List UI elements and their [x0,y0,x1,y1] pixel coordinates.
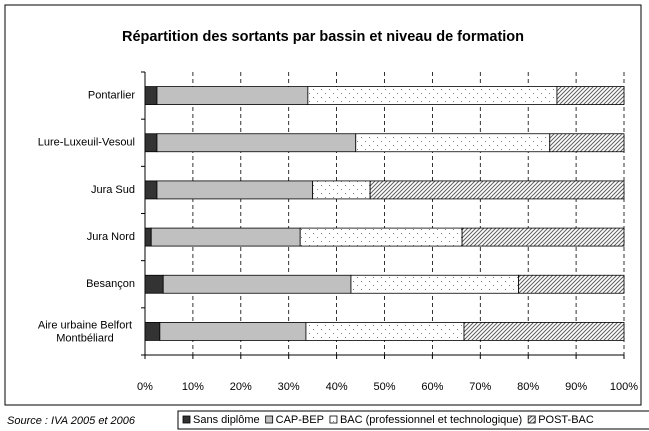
x-tick-label: 80% [517,381,539,393]
source-note: Source : IVA 2005 et 2006 [7,415,136,427]
bar-segment [156,180,314,200]
bar-segment [150,227,301,247]
bar-segment [144,86,158,105]
x-tick-label: 100% [610,381,638,393]
bar-segment [369,180,625,200]
y-tick-label: Lure-Luxeuil-Vesoul [38,137,135,149]
bar-segment [461,227,625,247]
legend-swatch [265,415,274,424]
x-tick-label: 70% [469,381,491,393]
bar-segment [350,274,520,294]
x-tick-label: 90% [565,381,587,393]
bar-segment [156,133,357,153]
y-tick-label: Pontarlier [88,89,135,101]
bar-segment [144,133,158,153]
chart-title: Répartition des sortants par bassin et n… [122,29,524,45]
y-tick-label: Jura Nord [87,231,135,243]
bar-segment [299,227,463,247]
x-tick-label: 30% [278,381,300,393]
x-tick-label: 40% [326,381,348,393]
x-tick-label: 20% [230,381,252,393]
bar-segment [144,322,161,341]
legend-label: BAC (professionnel et technologique) [340,414,522,426]
y-tick-label: Aire urbaine Belfort Montbéliard [38,319,132,344]
bar-segment [518,274,625,294]
legend-swatch [527,415,536,424]
bar-segment [307,86,558,105]
bar-segment [159,322,307,341]
legend-box [177,410,649,430]
bar-segment [162,274,352,294]
legend-swatch [182,415,191,424]
x-tick-label: 50% [373,381,395,393]
legend-label: CAP-BEP [276,414,324,426]
bar-segment [144,227,152,247]
legend-swatch [329,415,338,424]
y-tick-label: Jura Sud [91,184,135,196]
bar-segment [312,180,371,200]
x-tick-label: 60% [421,381,443,393]
bar-segment [144,180,158,200]
legend-label: Sans diplôme [193,414,260,426]
bar-segment [144,274,164,294]
bar-segment [556,86,625,105]
bar-segment [355,133,551,153]
legend-label: POST-BAC [538,414,594,426]
bar-segment [549,133,625,153]
x-tick-label: 10% [182,381,204,393]
bar-segment [305,322,465,341]
chart-frame [4,4,642,406]
bar-segment [156,86,309,105]
x-tick-label: 0% [137,381,153,393]
y-tick-label: Besançon [86,278,135,290]
bar-segment [463,322,625,341]
